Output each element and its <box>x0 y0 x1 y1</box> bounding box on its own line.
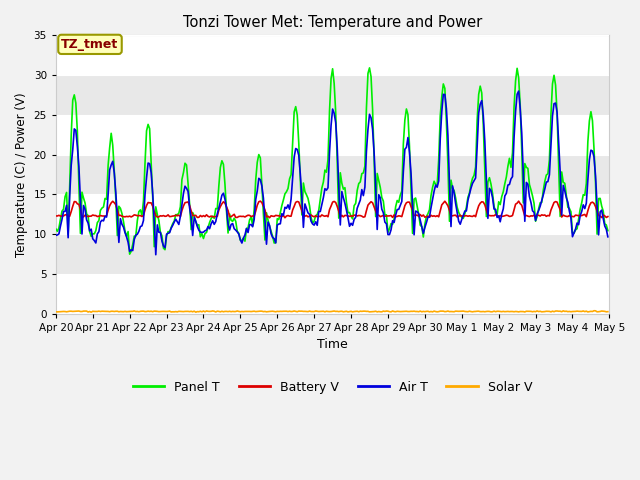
Air T <box>237 237 244 243</box>
Panel T <box>365 65 373 71</box>
Panel T <box>237 237 244 243</box>
Solar V <box>237 309 244 314</box>
Battery V <box>257 198 264 204</box>
Panel T <box>604 228 612 233</box>
Air T <box>120 224 127 230</box>
Solar V <box>246 309 253 314</box>
Air T <box>152 252 159 258</box>
Solar V <box>52 309 60 314</box>
Bar <box>56 115 609 155</box>
Air T <box>52 232 60 238</box>
Solar V <box>590 308 598 313</box>
Panel T <box>52 226 60 232</box>
Air T <box>295 153 303 158</box>
Panel T <box>120 219 127 225</box>
Solar V <box>121 309 129 314</box>
Solar V <box>604 309 612 314</box>
Legend: Panel T, Battery V, Air T, Solar V: Panel T, Battery V, Air T, Solar V <box>128 376 537 399</box>
Battery V <box>604 214 612 219</box>
Air T <box>604 234 612 240</box>
Line: Solar V: Solar V <box>56 311 608 312</box>
Battery V <box>120 214 127 219</box>
Battery V <box>244 212 252 218</box>
Title: Tonzi Tower Met: Temperature and Power: Tonzi Tower Met: Temperature and Power <box>183 15 482 30</box>
Solar V <box>295 308 303 314</box>
Solar V <box>575 309 582 314</box>
Battery V <box>235 214 243 219</box>
Panel T <box>295 141 303 146</box>
X-axis label: Time: Time <box>317 338 348 351</box>
Y-axis label: Temperature (C) / Power (V): Temperature (C) / Power (V) <box>15 92 28 257</box>
Air T <box>515 88 522 94</box>
Line: Battery V: Battery V <box>56 201 608 218</box>
Air T <box>218 192 226 198</box>
Solar V <box>218 308 226 314</box>
Air T <box>246 222 253 228</box>
Solar V <box>87 309 95 315</box>
Battery V <box>296 204 304 209</box>
Panel T <box>218 158 226 164</box>
Panel T <box>126 251 134 257</box>
Text: TZ_tmet: TZ_tmet <box>61 38 118 51</box>
Bar <box>56 36 609 75</box>
Line: Panel T: Panel T <box>56 68 608 254</box>
Line: Air T: Air T <box>56 91 608 255</box>
Panel T <box>577 206 584 212</box>
Air T <box>577 213 584 219</box>
Bar <box>56 194 609 234</box>
Bar <box>56 274 609 314</box>
Battery V <box>52 213 60 219</box>
Panel T <box>246 217 253 223</box>
Battery V <box>577 213 584 218</box>
Battery V <box>281 215 289 221</box>
Battery V <box>216 204 224 209</box>
